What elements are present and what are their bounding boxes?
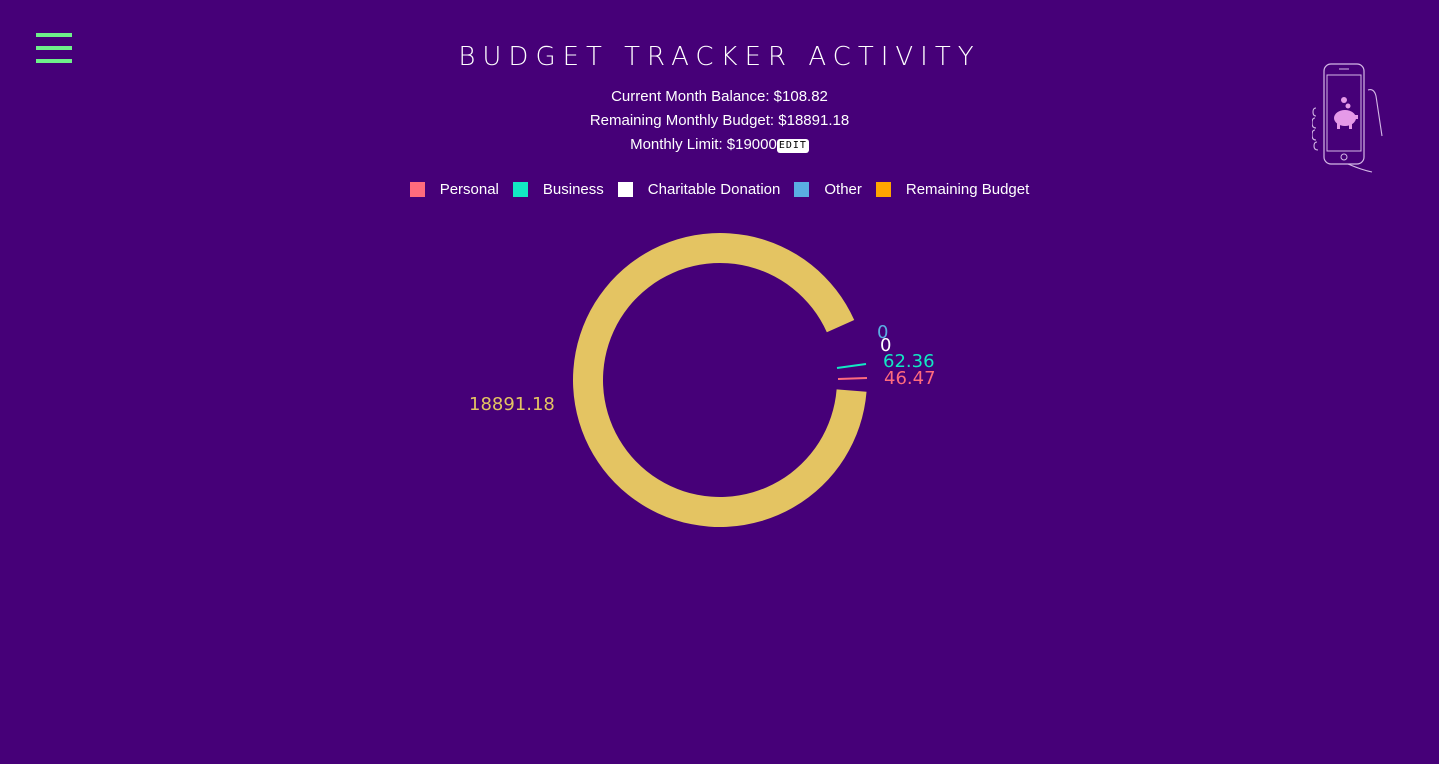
data-label-charitable-donation: 0 bbox=[880, 335, 891, 356]
legend-item-other[interactable]: Other bbox=[794, 181, 862, 198]
remaining-monthly-budget: Remaining Monthly Budget: $18891.18 bbox=[589, 112, 850, 129]
data-label-business: 62.36 bbox=[883, 351, 935, 372]
legend-swatch bbox=[409, 182, 425, 197]
legend-label: Business bbox=[542, 181, 604, 198]
chart-legend: Personal Business Charitable Donation Ot… bbox=[0, 181, 1439, 198]
legend-swatch bbox=[794, 182, 810, 197]
donut-slice-business[interactable] bbox=[836, 363, 867, 369]
menu-bar bbox=[36, 33, 72, 37]
menu-bar bbox=[36, 59, 72, 63]
legend-item-remaining-budget[interactable]: Remaining Budget bbox=[875, 181, 1030, 198]
legend-label: Other bbox=[824, 181, 862, 198]
hamburger-menu-icon[interactable] bbox=[36, 33, 72, 64]
current-month-balance: Current Month Balance: $108.82 bbox=[611, 88, 828, 105]
data-label-other: 0 bbox=[877, 322, 888, 343]
legend-item-personal[interactable]: Personal bbox=[409, 181, 499, 198]
edit-limit-button[interactable]: EDIT bbox=[776, 139, 809, 153]
legend-label: Personal bbox=[439, 181, 499, 198]
legend-label: Remaining Budget bbox=[905, 181, 1030, 198]
legend-swatch bbox=[512, 182, 528, 197]
menu-bar bbox=[36, 46, 72, 50]
page-title: BUDGET TRACKER ACTIVITY bbox=[458, 42, 981, 72]
monthly-limit: Monthly Limit: $19000 bbox=[630, 136, 777, 153]
donut-slice-personal[interactable] bbox=[837, 377, 868, 380]
legend-swatch bbox=[617, 182, 633, 197]
data-label-remaining-budget: 18891.18 bbox=[469, 394, 555, 415]
donut-slice-remaining-budget[interactable] bbox=[573, 232, 867, 527]
legend-item-business[interactable]: Business bbox=[512, 181, 604, 198]
legend-item-charitable-donation[interactable]: Charitable Donation bbox=[617, 181, 781, 198]
budget-stats: Current Month Balance: $108.82 Remaining… bbox=[0, 85, 1439, 157]
legend-swatch bbox=[875, 182, 891, 197]
data-label-personal: 46.47 bbox=[884, 368, 936, 389]
phone-piggy-bank-icon bbox=[1312, 63, 1383, 173]
legend-label: Charitable Donation bbox=[647, 181, 781, 198]
monthly-limit-row: Monthly Limit: $19000 EDIT bbox=[0, 133, 1439, 157]
